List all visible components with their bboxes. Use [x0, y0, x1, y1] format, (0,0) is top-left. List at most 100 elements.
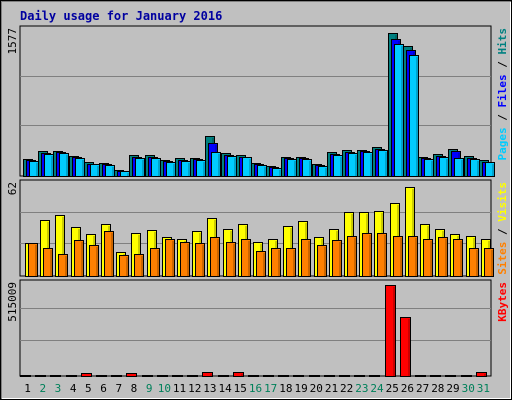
x-tick-label: 28 — [431, 382, 444, 395]
bar-fill — [453, 239, 463, 277]
legend: Sites / Visits — [496, 182, 509, 275]
bar-kbytes-18 — [278, 375, 289, 377]
bar-fill — [74, 240, 84, 277]
bar-fill — [318, 166, 328, 177]
bar-pages-10 — [166, 162, 176, 177]
bar-kbytes-10 — [157, 375, 168, 377]
plot-area — [19, 25, 492, 177]
x-tick-label: 26 — [401, 382, 414, 395]
bar-fill — [272, 168, 282, 177]
x-tick-label: 19 — [294, 382, 307, 395]
bar-fill — [363, 152, 373, 177]
bar-sites-21 — [332, 240, 342, 277]
bar-sites-4 — [74, 240, 84, 277]
bar-fill — [324, 375, 335, 377]
bar-fill — [393, 236, 403, 277]
bar-kbytes-17 — [263, 375, 274, 377]
bar-fill — [430, 375, 441, 377]
bar-pages-25 — [394, 44, 404, 177]
x-tick-label: 8 — [131, 382, 138, 395]
legend-hits: Hits — [496, 28, 509, 55]
bar-pages-14 — [227, 156, 237, 177]
bar-pages-18 — [287, 159, 297, 177]
x-tick-label: 13 — [203, 382, 216, 395]
bar-sites-27 — [423, 239, 433, 277]
bar-fill — [286, 248, 296, 277]
bar-fill — [218, 375, 229, 377]
legend-separator: / — [496, 108, 509, 128]
bar-kbytes-8 — [126, 373, 137, 377]
plot-area — [19, 279, 492, 377]
bar-fill — [476, 372, 487, 377]
legend: Pages / Files / Hits — [496, 28, 509, 161]
bar-fill — [89, 245, 99, 277]
x-tick-label: 23 — [355, 382, 368, 395]
bar-sites-29 — [453, 239, 463, 277]
bar-fill — [29, 161, 39, 177]
bar-kbytes-27 — [415, 375, 426, 377]
x-tick-label: 17 — [264, 382, 277, 395]
bar-fill — [226, 242, 236, 277]
bar-pages-13 — [211, 152, 221, 177]
bar-fill — [394, 44, 404, 177]
bar-fill — [400, 317, 411, 377]
bar-fill — [59, 153, 69, 177]
legend-pages: Pages — [496, 127, 509, 160]
bar-fill — [378, 150, 388, 177]
bar-pages-17 — [272, 168, 282, 177]
bar-kbytes-29 — [445, 375, 456, 377]
bar-kbytes-24 — [369, 375, 380, 377]
bar-fill — [445, 375, 456, 377]
bar-pages-3 — [59, 153, 69, 177]
bar-sites-6 — [104, 231, 114, 277]
bar-sites-10 — [165, 239, 175, 277]
bar-pages-16 — [257, 165, 267, 177]
bar-fill — [104, 231, 114, 277]
bar-kbytes-16 — [248, 375, 259, 377]
bar-fill — [317, 245, 327, 277]
bar-fill — [28, 243, 38, 277]
bar-sites-12 — [195, 243, 205, 277]
bar-kbytes-31 — [476, 372, 487, 377]
bar-kbytes-30 — [461, 375, 472, 377]
bar-fill — [90, 164, 100, 177]
bar-fill — [151, 158, 161, 177]
bar-kbytes-13 — [202, 372, 213, 377]
x-axis-labels: 1 2 3 4 5 6 7 8 9 10 11 12 13 14 15 16 17 18 19 20 21 22 23 24 2… — [24, 382, 490, 395]
x-tick-label: 4 — [70, 382, 77, 395]
x-tick-label: 12 — [188, 382, 201, 395]
bar-fill — [66, 375, 77, 377]
bar-kbytes-4 — [66, 375, 77, 377]
bar-fill — [438, 237, 448, 277]
bar-pages-21 — [333, 155, 343, 177]
bar-pages-29 — [454, 158, 464, 177]
bar-sites-13 — [210, 237, 220, 277]
bar-fill — [96, 375, 107, 377]
panel-3: 515009 KBytes — [6, 279, 509, 377]
chart-panels: 1577 Pages / Files / Hits 62 Sites / Visits… — [6, 25, 509, 377]
bar-kbytes-1 — [20, 375, 31, 377]
bar-fill — [369, 375, 380, 377]
x-tick-label: 22 — [340, 382, 353, 395]
bar-sites-2 — [43, 248, 53, 277]
bar-fill — [165, 239, 175, 277]
bar-kbytes-23 — [354, 375, 365, 377]
bar-fill — [81, 373, 92, 377]
bar-pages-19 — [302, 159, 312, 177]
x-tick-label: 15 — [234, 382, 247, 395]
bar-pages-27 — [424, 159, 434, 177]
bar-kbytes-7 — [111, 375, 122, 377]
bar-fill — [409, 55, 419, 177]
x-tick-label: 20 — [310, 382, 323, 395]
x-tick-label: 21 — [325, 382, 338, 395]
bar-sites-18 — [286, 248, 296, 277]
x-tick-label: 29 — [446, 382, 459, 395]
bar-kbytes-5 — [81, 373, 92, 377]
bar-kbytes-19 — [293, 375, 304, 377]
bar-fill — [120, 171, 130, 177]
bar-fill — [484, 248, 494, 277]
bar-sites-16 — [256, 251, 266, 277]
bar-sites-23 — [362, 233, 372, 277]
bar-kbytes-26 — [400, 317, 411, 377]
